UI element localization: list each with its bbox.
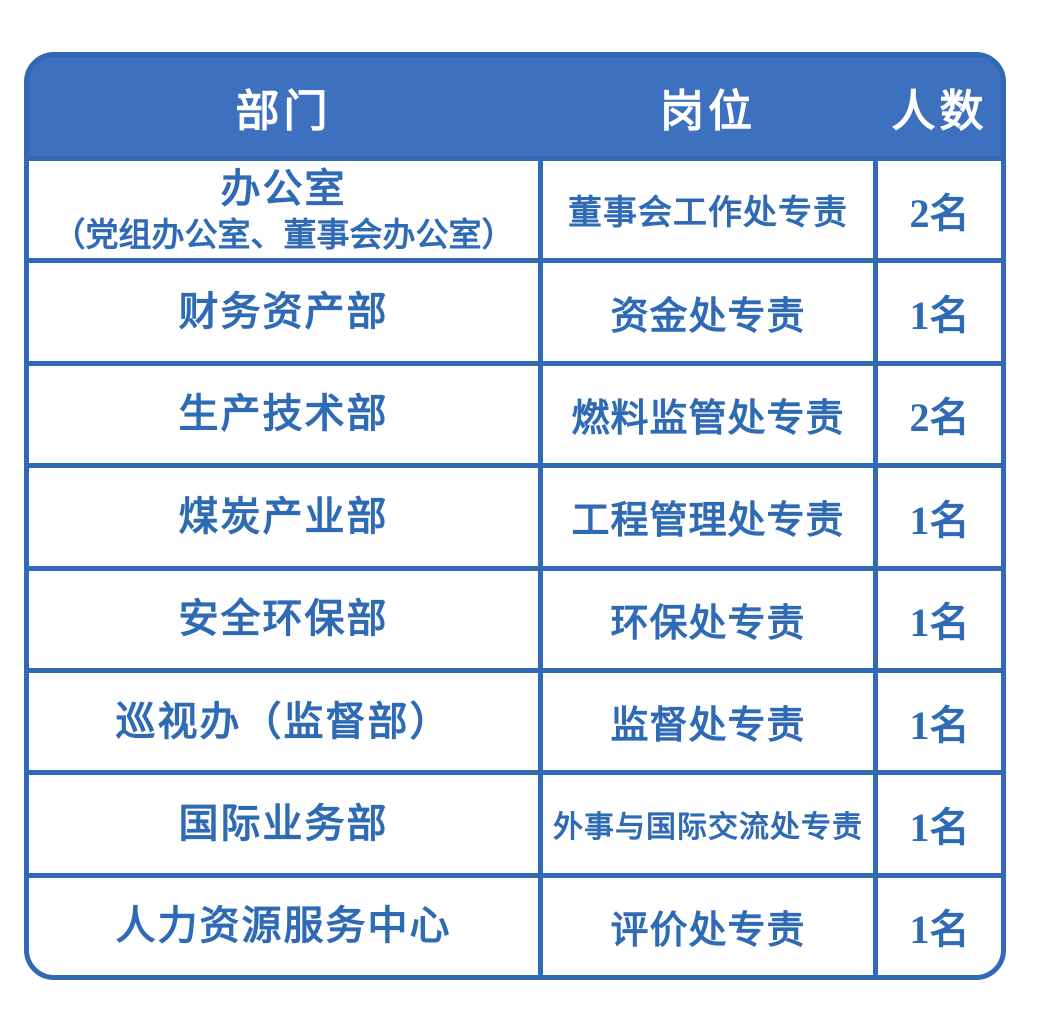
department-text: 办公室 — [220, 166, 347, 211]
table-header-row: 部门 岗位 人数 — [29, 57, 1001, 156]
department-cell: 办公室 （党组办公室、董事会办公室） — [29, 161, 538, 259]
count-text: 1名 — [909, 600, 970, 646]
position-cell: 资金处专责 — [543, 263, 873, 361]
position-text: 资金处专责 — [610, 295, 806, 338]
count-cell: 1名 — [878, 468, 1001, 566]
staffing-table: 部门 岗位 人数 办公室 （党组办公室、董事会办公室） 董事会工作处专责 2名 … — [29, 57, 1001, 975]
position-text: 董事会工作处专责 — [568, 194, 848, 233]
position-cell: 监督处专责 — [543, 672, 873, 771]
department-cell: 人力资源服务中心 — [29, 877, 538, 975]
position-cell: 董事会工作处专责 — [543, 161, 873, 259]
department-text: 巡视办（监督部） — [115, 699, 452, 744]
department-cell: 财务资产部 — [29, 263, 538, 361]
department-cell: 安全环保部 — [29, 570, 538, 668]
department-text: 人力资源服务中心 — [115, 904, 452, 949]
count-cell: 1名 — [878, 570, 1001, 668]
column-header-position: 岗位 — [660, 86, 756, 136]
count-text: 1名 — [909, 293, 970, 339]
count-text: 1名 — [909, 907, 970, 953]
position-text: 燃料监管处专责 — [571, 397, 845, 440]
column-header-department: 部门 — [235, 86, 332, 136]
department-text: 安全环保部 — [178, 597, 389, 642]
position-text: 工程管理处专责 — [571, 500, 845, 543]
count-text: 1名 — [909, 702, 970, 748]
department-cell: 巡视办（监督部） — [29, 672, 538, 771]
count-cell: 2名 — [878, 365, 1001, 464]
count-cell: 1名 — [878, 263, 1001, 361]
position-cell: 燃料监管处专责 — [543, 365, 873, 464]
department-cell: 生产技术部 — [29, 365, 538, 464]
count-cell: 1名 — [878, 672, 1001, 771]
column-header-count: 人数 — [891, 86, 988, 136]
table-card: 部门 岗位 人数 办公室 （党组办公室、董事会办公室） 董事会工作处专责 2名 … — [24, 52, 1006, 980]
department-text: 财务资产部 — [178, 290, 389, 335]
position-cell: 工程管理处专责 — [543, 468, 873, 566]
count-cell: 1名 — [878, 775, 1001, 873]
position-cell: 外事与国际交流处专责 — [543, 775, 873, 873]
count-cell: 2名 — [878, 161, 1001, 259]
department-subtext: （党组办公室、董事会办公室） — [52, 215, 515, 253]
count-text: 1名 — [909, 497, 970, 543]
position-cell: 评价处专责 — [543, 877, 873, 975]
department-text: 生产技术部 — [178, 392, 389, 437]
department-text: 煤炭产业部 — [178, 494, 389, 539]
position-text: 外事与国际交流处专责 — [553, 810, 863, 844]
department-cell: 国际业务部 — [29, 775, 538, 873]
count-cell: 1名 — [878, 877, 1001, 975]
department-text: 国际业务部 — [178, 801, 389, 846]
position-text: 监督处专责 — [610, 705, 806, 748]
count-text: 2名 — [909, 190, 970, 236]
department-cell: 煤炭产业部 — [29, 468, 538, 566]
count-text: 2名 — [909, 395, 970, 441]
position-cell: 环保处专责 — [543, 570, 873, 668]
position-text: 评价处专责 — [610, 909, 806, 952]
count-text: 1名 — [909, 804, 970, 850]
position-text: 环保处专责 — [610, 602, 806, 645]
